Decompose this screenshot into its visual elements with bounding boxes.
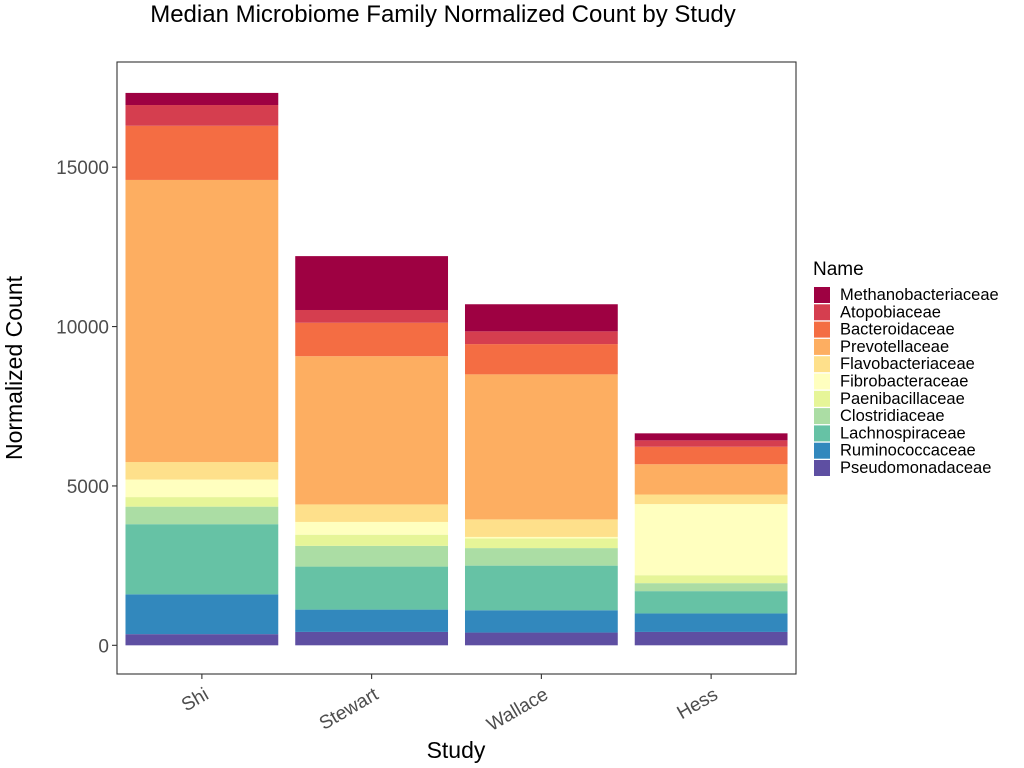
bar-segment-wallace-paenibacillaceae bbox=[465, 539, 618, 549]
x-axis: Shi Stewart Wallace Hess bbox=[178, 674, 722, 736]
bar-segment-hess-prevotellaceae bbox=[635, 464, 788, 494]
bar-segment-stewart-paenibacillaceae bbox=[295, 535, 448, 546]
bar-segment-hess-flavobacteriaceae bbox=[635, 495, 788, 505]
legend-label-pseudomonadaceae: Pseudomonadaceae bbox=[840, 459, 991, 477]
bar-segment-hess-paenibacillaceae bbox=[635, 575, 788, 583]
bar-segment-shi-lachnospiraceae bbox=[125, 524, 278, 594]
bar-segment-hess-bacteroidaceae bbox=[635, 447, 788, 465]
bar-segment-stewart-fibrobacteraceae bbox=[295, 522, 448, 535]
bar-segment-shi-pseudomonadaceae bbox=[125, 634, 278, 645]
x-tick-label-wallace: Wallace bbox=[483, 684, 551, 736]
legend-swatch-clostridiaceae bbox=[814, 408, 830, 424]
legend-label-paenibacillaceae: Paenibacillaceae bbox=[840, 390, 965, 408]
bar-segment-shi-clostridiaceae bbox=[125, 507, 278, 525]
legend-swatch-lachnospiraceae bbox=[814, 425, 830, 441]
legend-swatch-fibrobacteraceae bbox=[814, 374, 830, 390]
bar-segment-wallace-ruminococcaceae bbox=[465, 610, 618, 632]
x-tick-label-stewart: Stewart bbox=[316, 684, 383, 735]
bar-segment-shi-prevotellaceae bbox=[125, 180, 278, 462]
legend-swatch-paenibacillaceae bbox=[814, 391, 830, 407]
bar-segment-wallace-atopobiaceae bbox=[465, 331, 618, 344]
bar-segment-shi-atopobiaceae bbox=[125, 105, 278, 126]
legend-swatch-atopobiaceae bbox=[814, 304, 830, 320]
y-tick-label: 5000 bbox=[67, 477, 109, 498]
bar-segment-wallace-flavobacteriaceae bbox=[465, 519, 618, 537]
bar-segment-stewart-methanobacteriaceae bbox=[295, 256, 448, 310]
bar-segment-shi-fibrobacteraceae bbox=[125, 480, 278, 498]
legend-swatch-bacteroidaceae bbox=[814, 322, 830, 338]
legend-label-bacteroidaceae: Bacteroidaceae bbox=[840, 321, 955, 339]
legend-label-methanobacteriaceae: Methanobacteriaceae bbox=[840, 286, 999, 304]
legend-swatch-methanobacteriaceae bbox=[814, 287, 830, 303]
legend-swatch-flavobacteriaceae bbox=[814, 356, 830, 372]
legend-label-fibrobacteraceae: Fibrobacteraceae bbox=[840, 373, 968, 391]
bar-segment-stewart-lachnospiraceae bbox=[295, 567, 448, 610]
bar-segment-wallace-lachnospiraceae bbox=[465, 566, 618, 611]
bar-segment-stewart-ruminococcaceae bbox=[295, 610, 448, 632]
legend-label-prevotellaceae: Prevotellaceae bbox=[840, 338, 949, 356]
bar-segment-wallace-prevotellaceae bbox=[465, 374, 618, 519]
bar-segment-wallace-pseudomonadaceae bbox=[465, 633, 618, 646]
legend-label-atopobiaceae: Atopobiaceae bbox=[840, 303, 941, 321]
bar-segment-hess-methanobacteriaceae bbox=[635, 433, 788, 440]
legend-label-flavobacteriaceae: Flavobacteriaceae bbox=[840, 355, 975, 373]
legend-swatch-ruminococcaceae bbox=[814, 443, 830, 459]
bar-segment-hess-fibrobacteraceae bbox=[635, 504, 788, 575]
x-tick-label-shi: Shi bbox=[178, 684, 212, 716]
legend-label-ruminococcaceae: Ruminococcaceae bbox=[840, 442, 976, 460]
chart-title: Median Microbiome Family Normalized Coun… bbox=[150, 1, 736, 28]
bar-segment-stewart-clostridiaceae bbox=[295, 546, 448, 567]
y-axis-title: Normalized Count bbox=[1, 275, 27, 460]
bar-segment-shi-ruminococcaceae bbox=[125, 594, 278, 634]
bar-segment-stewart-pseudomonadaceae bbox=[295, 632, 448, 645]
bar-segment-shi-flavobacteriaceae bbox=[125, 462, 278, 480]
y-tick-label: 10000 bbox=[56, 318, 109, 339]
legend-title: Name bbox=[813, 259, 864, 280]
legend-swatch-prevotellaceae bbox=[814, 339, 830, 355]
x-axis-title: Study bbox=[427, 737, 486, 763]
bar-segment-shi-methanobacteriaceae bbox=[125, 93, 278, 105]
legend-swatch-pseudomonadaceae bbox=[814, 460, 830, 476]
legend-label-clostridiaceae: Clostridiaceae bbox=[840, 407, 945, 425]
y-tick-label: 0 bbox=[98, 636, 109, 657]
bar-segment-wallace-clostridiaceae bbox=[465, 548, 618, 566]
legend-label-lachnospiraceae: Lachnospiraceae bbox=[840, 424, 966, 442]
bar-segment-shi-paenibacillaceae bbox=[125, 497, 278, 507]
y-axis: 0 5000 10000 15000 bbox=[56, 158, 117, 657]
bar-segment-wallace-bacteroidaceae bbox=[465, 344, 618, 374]
bar-segment-stewart-atopobiaceae bbox=[295, 310, 448, 323]
legend: Name MethanobacteriaceaeAtopobiaceaeBact… bbox=[813, 259, 999, 477]
bar-segment-stewart-prevotellaceae bbox=[295, 356, 448, 504]
bar-segment-hess-ruminococcaceae bbox=[635, 613, 788, 631]
x-tick-label-hess: Hess bbox=[674, 684, 722, 724]
bar-segment-hess-pseudomonadaceae bbox=[635, 632, 788, 645]
bar-segment-hess-clostridiaceae bbox=[635, 583, 788, 591]
bar-segment-stewart-flavobacteriaceae bbox=[295, 504, 448, 522]
bar-segment-hess-atopobiaceae bbox=[635, 440, 788, 446]
y-tick-label: 15000 bbox=[56, 158, 109, 179]
bar-segment-wallace-fibrobacteraceae bbox=[465, 537, 618, 539]
bar-segment-wallace-methanobacteriaceae bbox=[465, 304, 618, 331]
bar-segment-shi-bacteroidaceae bbox=[125, 126, 278, 180]
bar-segment-stewart-bacteroidaceae bbox=[295, 323, 448, 356]
bar-segment-hess-lachnospiraceae bbox=[635, 591, 788, 613]
